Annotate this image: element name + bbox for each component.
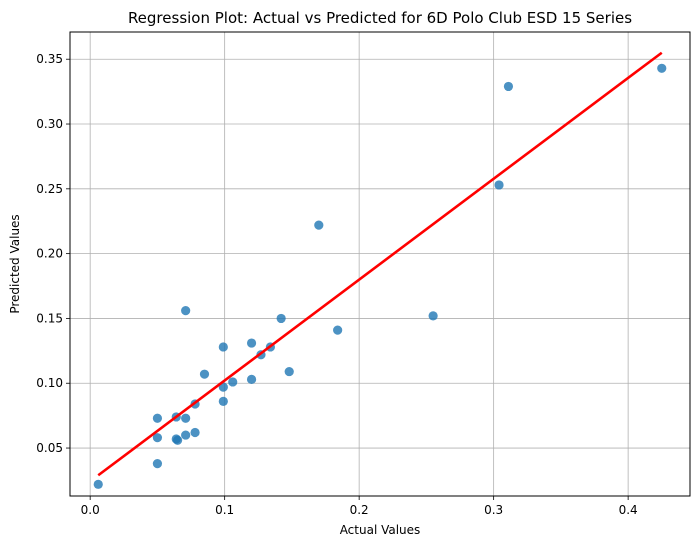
scatter-point	[428, 311, 438, 321]
x-tick-label: 0.1	[215, 503, 234, 517]
scatter-point	[152, 413, 163, 423]
scatter-point	[276, 313, 286, 324]
scatter-point	[657, 63, 667, 73]
x-axis-label: Actual Values	[340, 523, 421, 537]
scatter-point	[181, 430, 191, 440]
scatter-point	[333, 325, 343, 335]
y-axis-label: Predicted Values	[8, 214, 22, 313]
scatter-points	[93, 63, 667, 489]
scatter-point	[246, 374, 257, 384]
grid-layer	[70, 32, 690, 496]
y-tick-label: 0.20	[36, 247, 63, 261]
y-tick-label: 0.10	[36, 376, 63, 390]
scatter-point	[246, 338, 257, 348]
x-tick-label: 0.4	[619, 503, 638, 517]
scatter-point	[199, 369, 210, 379]
x-tick-label: 0.0	[81, 503, 100, 517]
scatter-point	[190, 427, 200, 438]
y-tick-label: 0.30	[36, 117, 63, 131]
y-tick-label: 0.15	[36, 311, 63, 325]
scatter-point	[494, 180, 504, 190]
scatter-point	[314, 220, 324, 230]
regression-line	[97, 51, 663, 477]
scatter-point	[284, 366, 294, 377]
scatter-point	[228, 377, 238, 387]
y-tick-label: 0.25	[36, 182, 63, 196]
scatter-point	[503, 81, 514, 92]
y-tick-label: 0.35	[36, 52, 63, 66]
scatter-point	[181, 306, 191, 316]
x-tick-label: 0.2	[350, 503, 369, 517]
regression-line-layer	[97, 51, 663, 477]
scatter-point	[218, 342, 228, 352]
axis-ticks: 0.0 0.1 0.2 0.3 0.4 0.05 0.10 0.15 0.20 0.25 0.30 0…	[36, 52, 637, 517]
chart-title: Regression Plot: Actual vs Predicted for…	[128, 9, 632, 27]
plot-area-frame	[69, 31, 691, 497]
scatter-point	[172, 435, 183, 445]
x-tick-label: 0.3	[484, 503, 503, 517]
scatter-point	[152, 433, 163, 443]
scatter-point	[152, 458, 163, 469]
y-tick-label: 0.05	[36, 441, 63, 455]
scatter-point	[93, 479, 103, 489]
scatter-point	[181, 413, 191, 423]
scatter-point	[218, 396, 228, 406]
